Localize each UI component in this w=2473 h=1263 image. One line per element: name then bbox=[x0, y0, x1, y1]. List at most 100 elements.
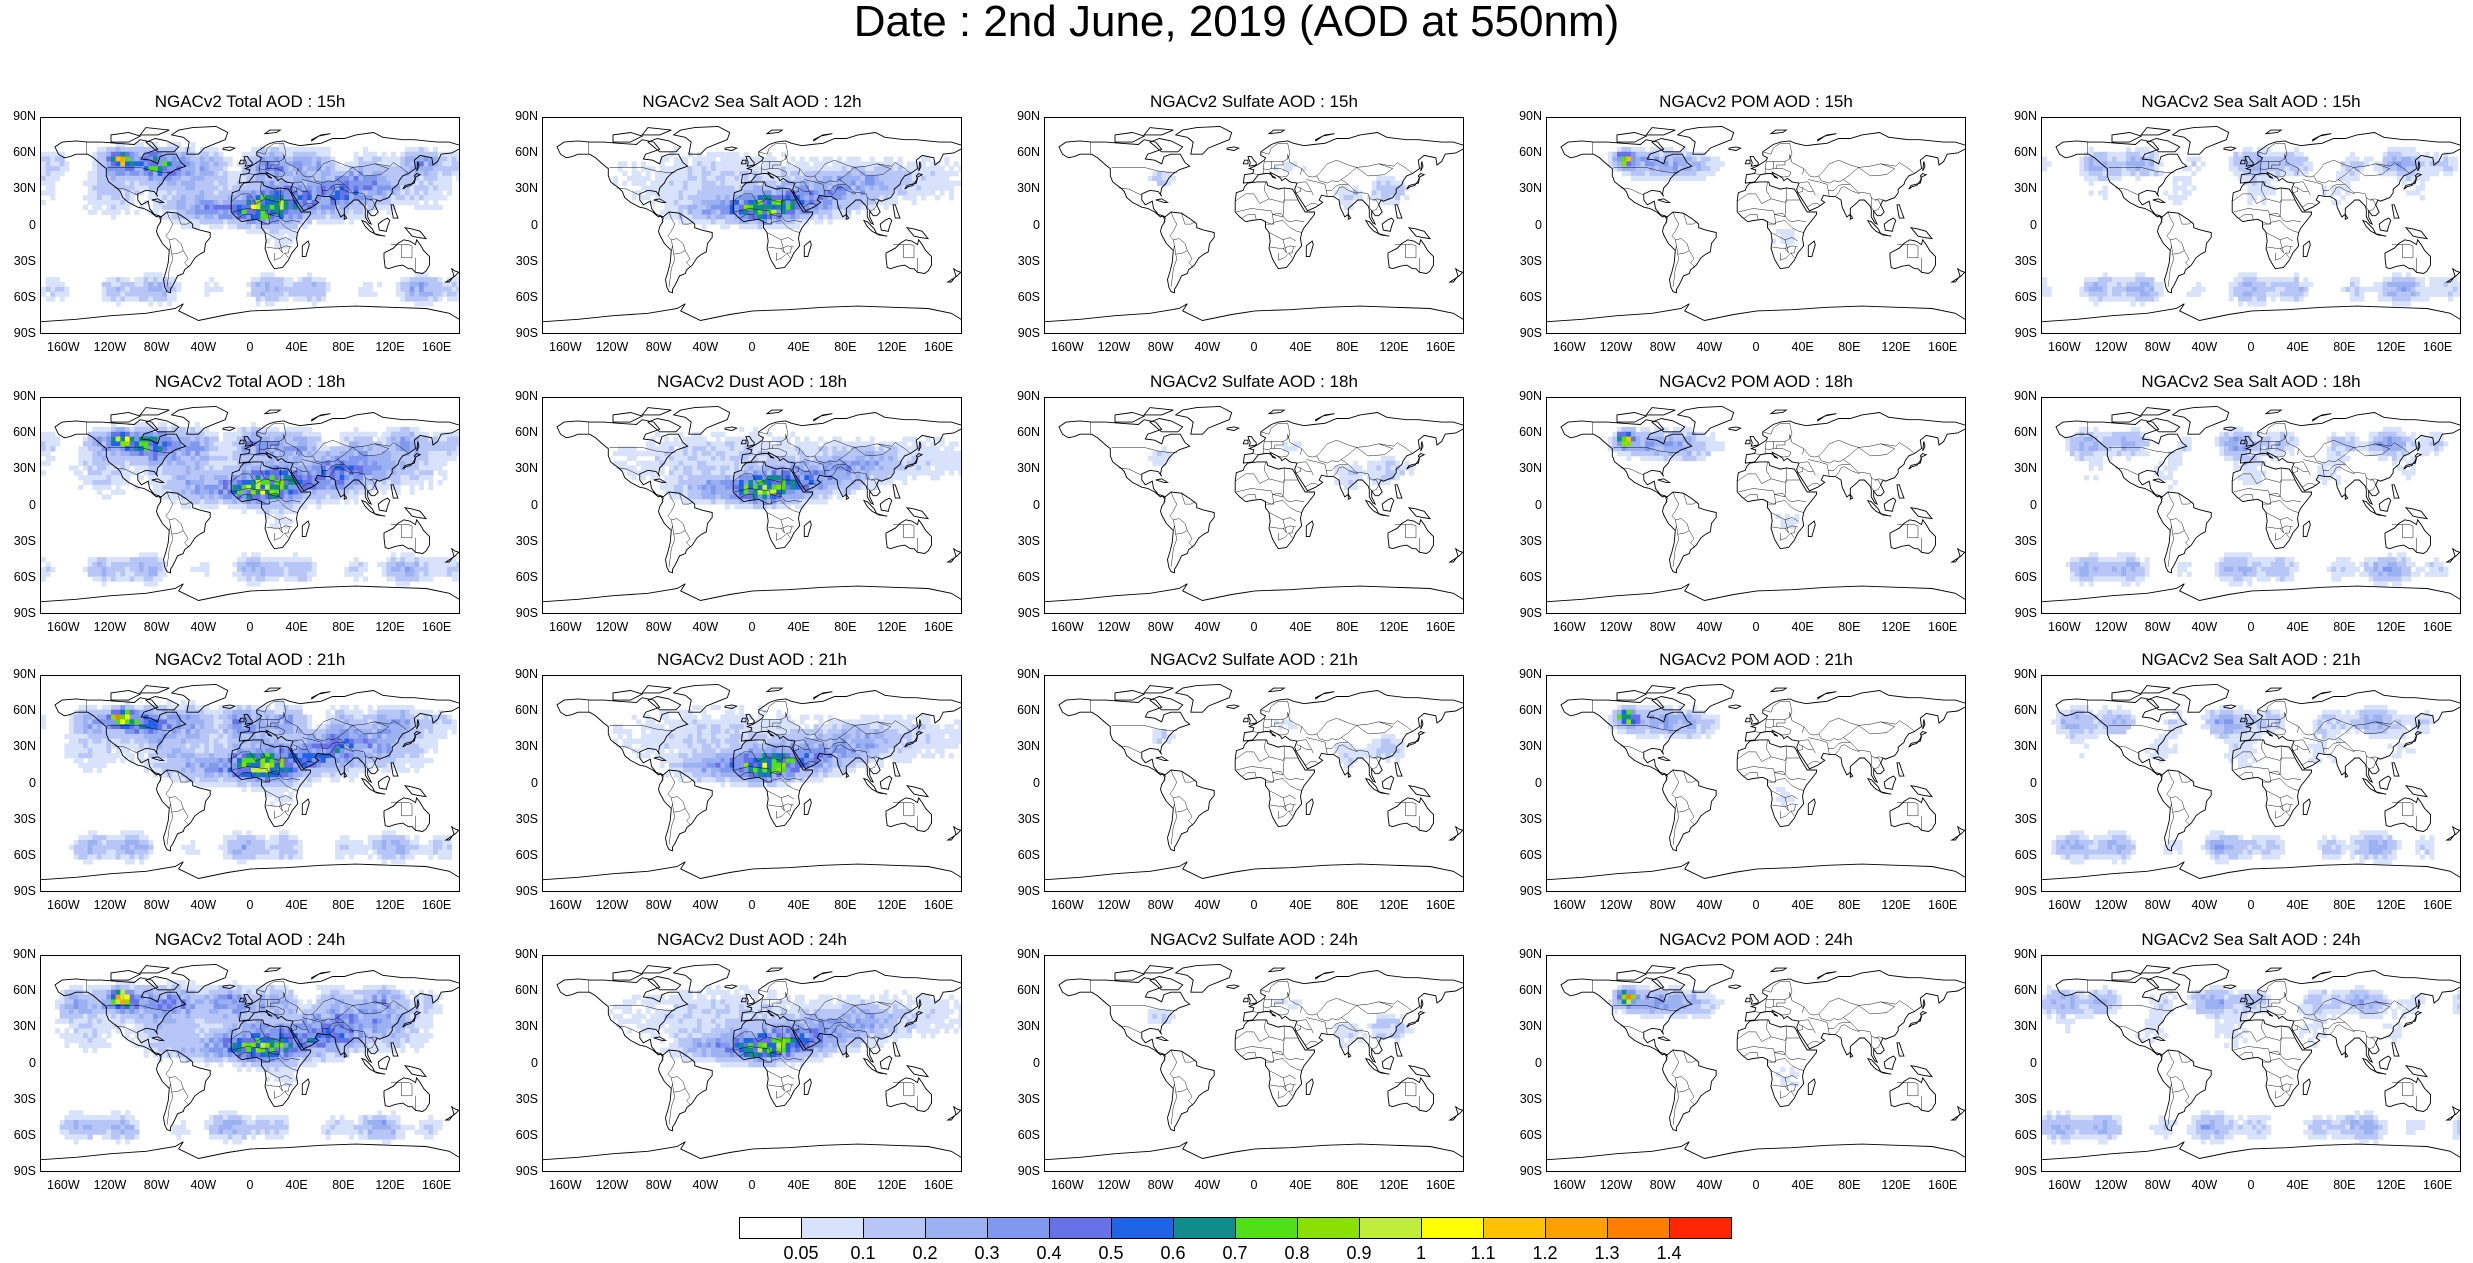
lon-tick-label: 40W bbox=[1185, 1179, 1229, 1192]
lon-tick-label: 120W bbox=[2089, 621, 2133, 634]
country-border bbox=[2286, 527, 2291, 533]
coastline-antarctica bbox=[543, 584, 962, 602]
panel-title: NGACv2 Dust AOD : 18h bbox=[542, 373, 962, 390]
lon-tick-label: 120E bbox=[368, 621, 412, 634]
coastline-canada-isl bbox=[1617, 691, 1646, 701]
lon-tick-label: 0 bbox=[2229, 341, 2273, 354]
coastline-canada-isl2 bbox=[642, 966, 671, 973]
lon-tick-label: 40W bbox=[1687, 341, 1731, 354]
coastline-borneo bbox=[880, 1056, 892, 1069]
country-border bbox=[1828, 1022, 1850, 1028]
coastline-newzealand bbox=[1952, 1107, 1965, 1120]
country-border bbox=[1357, 444, 1393, 456]
coastline-canada-isl bbox=[613, 971, 642, 981]
lon-tick-label: 40W bbox=[683, 1179, 727, 1192]
coastline-canada-isl2 bbox=[1144, 686, 1173, 693]
country-border bbox=[1672, 212, 1679, 251]
country-border bbox=[169, 239, 183, 255]
country-border bbox=[1289, 527, 1294, 533]
panel-title: NGACv2 Sea Salt AOD : 18h bbox=[2041, 373, 2461, 390]
country-border bbox=[1301, 746, 1312, 750]
lon-tick-label: 40W bbox=[181, 899, 225, 912]
country-border bbox=[1737, 474, 1800, 484]
coastline-antarctica bbox=[1547, 862, 1966, 880]
coastline-indonesia2 bbox=[877, 514, 888, 516]
coastline-sakhalin bbox=[1923, 719, 1925, 729]
country-border bbox=[2275, 1091, 2289, 1098]
country-border bbox=[1672, 1050, 1679, 1089]
coastline-greenland bbox=[674, 964, 730, 992]
lat-tick-label: 90S bbox=[2005, 1165, 2037, 1178]
coastline-borneo bbox=[1382, 498, 1394, 511]
coastline-borneo bbox=[378, 498, 390, 511]
lat-tick-label: 0 bbox=[4, 219, 36, 232]
country-border bbox=[1266, 1059, 1302, 1071]
colorbar-swatch bbox=[801, 1217, 864, 1239]
lon-tick-label: 80W bbox=[1641, 341, 1685, 354]
country-border bbox=[1187, 531, 1193, 548]
coastline-australia bbox=[886, 520, 932, 554]
panel-title: NGACv2 Total AOD : 21h bbox=[40, 651, 460, 668]
coastline-sakhalin bbox=[1923, 161, 1925, 171]
coastline-svalbard bbox=[1771, 410, 1786, 414]
lat-tick-label: 30N bbox=[2005, 740, 2037, 753]
colorbar-label: 1.4 bbox=[1639, 1244, 1699, 1262]
country-border bbox=[1768, 188, 1787, 224]
country-border bbox=[1790, 712, 1804, 733]
lat-tick-label: 60N bbox=[2005, 704, 2037, 717]
country-border bbox=[781, 240, 785, 253]
coastline-srilanka bbox=[1348, 1052, 1350, 1057]
lon-tick-label: 40W bbox=[683, 341, 727, 354]
coastline-canada-isl bbox=[111, 133, 140, 143]
lon-tick-label: 80W bbox=[2136, 341, 2180, 354]
country-border bbox=[1278, 811, 1292, 818]
coastline-cuba bbox=[1156, 199, 1168, 203]
lon-tick-label: 80E bbox=[321, 899, 365, 912]
coastline-greenland bbox=[2173, 406, 2229, 434]
coastline-svalbard bbox=[265, 688, 280, 692]
coastline-newzealand bbox=[1450, 827, 1463, 840]
lon-tick-label: 0 bbox=[1232, 899, 1276, 912]
coastline-newguinea bbox=[907, 786, 928, 797]
country-border bbox=[2294, 182, 2310, 195]
coastline-srilanka bbox=[846, 772, 848, 777]
coastline-newzealand bbox=[948, 269, 961, 282]
lon-tick-label: 40W bbox=[2182, 899, 2226, 912]
aod-map bbox=[2042, 118, 2461, 334]
coastline-baffin bbox=[1150, 697, 1183, 710]
coastline-iceland bbox=[1729, 705, 1741, 709]
country-border bbox=[669, 534, 675, 567]
aod-map bbox=[1547, 398, 1966, 614]
coastline-philippines bbox=[1897, 1043, 1904, 1056]
lat-tick-label: 90N bbox=[1510, 110, 1542, 123]
coastline-novaya bbox=[1316, 972, 1335, 979]
coastline-indonesia2 bbox=[375, 234, 386, 236]
country-border bbox=[1317, 176, 1342, 183]
country-border bbox=[2280, 240, 2284, 253]
country-border bbox=[1859, 164, 1895, 176]
country-border bbox=[1897, 245, 1918, 258]
colorbar-swatch bbox=[1235, 1217, 1298, 1239]
map-frame bbox=[542, 397, 962, 614]
aod-map bbox=[2042, 956, 2461, 1172]
lat-tick-label: 60S bbox=[2005, 571, 2037, 584]
colorbar-label: 0.9 bbox=[1329, 1244, 1389, 1262]
country-border bbox=[183, 251, 189, 268]
coastline-borneo bbox=[378, 1056, 390, 1069]
lat-tick-label: 60N bbox=[506, 984, 538, 997]
coastline-eurasia bbox=[1243, 691, 1464, 783]
coastline-africa bbox=[1737, 740, 1816, 827]
lon-tick-label: 40E bbox=[1279, 1179, 1323, 1192]
country-border bbox=[1112, 725, 1177, 730]
page-title: Date : 2nd June, 2019 (AOD at 550nm) bbox=[0, 0, 2473, 44]
country-border bbox=[1689, 1089, 1695, 1106]
coastline-canada-isl2 bbox=[1144, 966, 1173, 973]
coastline-ireland bbox=[1243, 440, 1248, 444]
lat-tick-label: 60S bbox=[1510, 571, 1542, 584]
lat-tick-label: 90N bbox=[2005, 948, 2037, 961]
aod-map bbox=[41, 956, 460, 1172]
country-border bbox=[1263, 449, 1271, 450]
lat-tick-label: 90S bbox=[4, 885, 36, 898]
country-border bbox=[1738, 766, 1806, 779]
